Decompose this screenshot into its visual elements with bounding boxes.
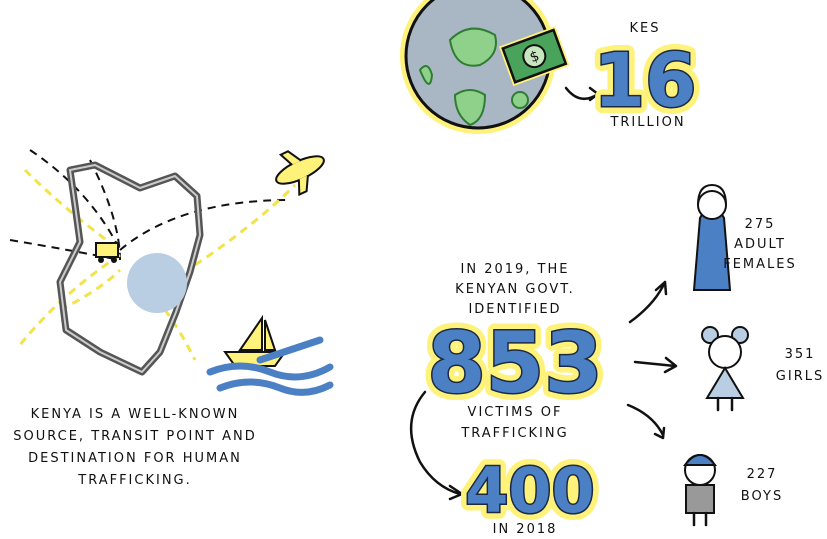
globe <box>400 0 556 134</box>
arrow <box>409 390 464 501</box>
victims-label: TRAFFICKING <box>460 426 568 441</box>
kenya-map <box>9 149 297 376</box>
intro-line: IN 2019, THE <box>461 262 570 277</box>
number-glow: 400 <box>465 454 594 527</box>
caption-line: DESTINATION FOR HUMAN <box>28 451 242 466</box>
group-label: ADULT <box>734 237 786 252</box>
label-2018: IN 2018 <box>493 522 558 537</box>
count-2019: 853 <box>427 314 602 412</box>
caption-line: TRAFFICKING. <box>77 473 192 488</box>
boat <box>206 314 334 396</box>
count: 275 <box>745 217 776 232</box>
unit: TRILLION <box>609 115 685 130</box>
kenya-caption: KENYA IS A WELL-KNOWN SOURCE, TRANSIT PO… <box>13 407 257 488</box>
girl-figure <box>701 326 749 412</box>
boy-figure <box>682 454 718 527</box>
intro-line: IDENTIFIED <box>468 302 561 317</box>
intro-line: KENYAN GOVT. <box>455 282 575 297</box>
caption-line: KENYA IS A WELL-KNOWN <box>31 407 240 422</box>
victims-label: VICTIMS OF <box>468 405 563 420</box>
group-label: BOYS <box>741 489 783 504</box>
group-label: FEMALES <box>723 257 797 272</box>
number-glow: 16 <box>594 38 697 124</box>
amount: 16 <box>594 38 697 124</box>
arrows <box>626 280 678 440</box>
number-glow: 853 <box>427 314 602 412</box>
money-icon: $ <box>498 26 570 87</box>
count-2018: 400 <box>465 454 594 527</box>
plane <box>275 150 325 197</box>
group-label: GIRLS <box>776 369 824 384</box>
caption-line: SOURCE, TRANSIT POINT AND <box>13 429 257 444</box>
arrow <box>564 86 600 102</box>
woman-figure <box>692 183 732 291</box>
count: 351 <box>785 347 816 362</box>
count: 227 <box>747 467 778 482</box>
currency: KES <box>630 21 661 36</box>
